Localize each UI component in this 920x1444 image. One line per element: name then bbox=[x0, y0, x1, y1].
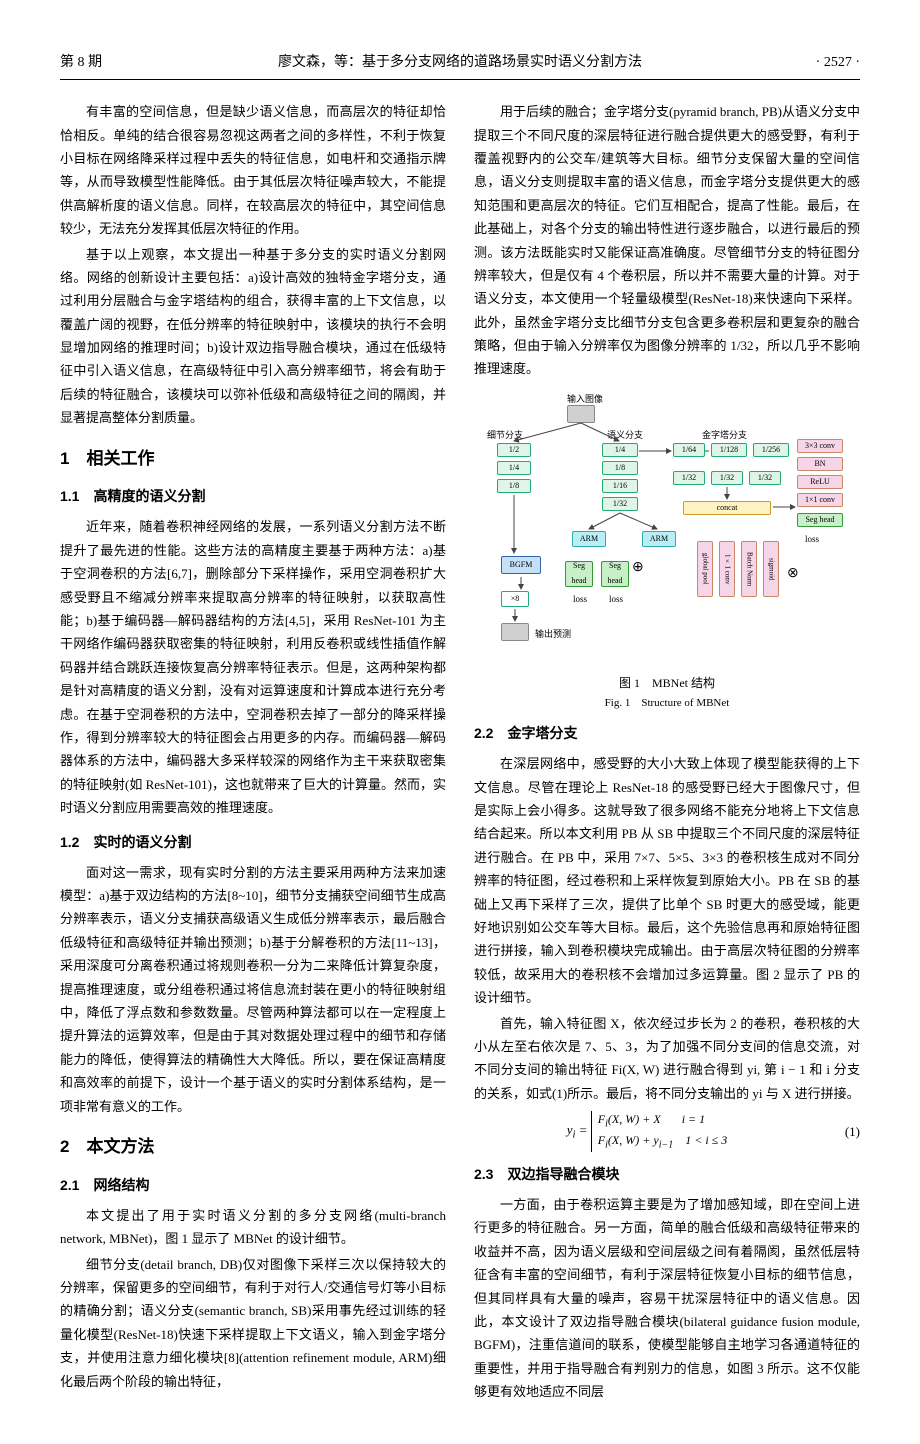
sec2-1-p2: 细节分支(detail branch, DB)仅对图像下采样三次以保持较大的分辨… bbox=[60, 1253, 446, 1393]
diagram-output-label: 输出预测 bbox=[535, 626, 571, 642]
pb-u1: 1/32 bbox=[711, 471, 743, 485]
input-image-icon bbox=[567, 405, 595, 423]
sec2-2-p2: 首先，输入特征图 X，依次经过步长为 2 的卷积，卷积核的大小从左至右依次是 7… bbox=[474, 1012, 860, 1106]
seghead-pb: Seg head bbox=[797, 513, 843, 527]
relu-box: ReLU bbox=[797, 475, 843, 489]
output-image-icon bbox=[501, 623, 529, 641]
sec1-1-title: 1.1 高精度的语义分割 bbox=[60, 484, 446, 509]
pyramid-branch-label: 金字塔分支 bbox=[702, 427, 747, 443]
header-issue: 第 8 期 bbox=[60, 50, 170, 75]
sec2-title: 2 本文方法 bbox=[60, 1132, 446, 1163]
conv33-box: 3×3 conv bbox=[797, 439, 843, 453]
equation-1: yi = Fi(X, W) + X i = 1 Fi(X, W) + yi−1 … bbox=[474, 1111, 860, 1152]
sb-s1: 1/8 bbox=[602, 461, 638, 475]
bnorm-box: Batch Norm bbox=[741, 541, 757, 597]
fig1-caption-en: Fig. 1 Structure of MBNet bbox=[474, 696, 860, 711]
sb-s0: 1/4 bbox=[602, 443, 638, 457]
pb-u0: 1/32 bbox=[673, 471, 705, 485]
db-s1: 1/4 bbox=[497, 461, 531, 475]
loss-3: loss bbox=[805, 531, 819, 547]
conv11-box: 1×1 conv bbox=[797, 493, 843, 507]
bgfm-box: BGFM bbox=[501, 556, 541, 574]
eq1-body: yi = Fi(X, W) + X i = 1 Fi(X, W) + yi−1 … bbox=[474, 1111, 820, 1152]
seghead-1: Seg head bbox=[565, 561, 593, 587]
pb-t2: 1/256 bbox=[753, 443, 789, 457]
col1-p2: 基于以上观察，本文提出一种基于多分支的实时语义分割网络。网络的创新设计主要包括：… bbox=[60, 243, 446, 430]
loss-1: loss bbox=[573, 591, 587, 607]
seghead-2: Seg head bbox=[601, 561, 629, 587]
mul-icon: ⊗ bbox=[787, 561, 799, 586]
detail-branch-label: 细节分支 bbox=[487, 427, 523, 443]
sec2-2-title: 2.2 金字塔分支 bbox=[474, 721, 860, 746]
pb-u2: 1/32 bbox=[749, 471, 781, 485]
concat-box: concat bbox=[683, 501, 771, 515]
db-s0: 1/2 bbox=[497, 443, 531, 457]
pb-t0: 1/64 bbox=[673, 443, 705, 457]
sec1-title: 1 相关工作 bbox=[60, 444, 446, 475]
sec1-2-p1: 面对这一需求，现有实时分割的方法主要采用两种方法来加速模型：a)基于双边结构的方… bbox=[60, 861, 446, 1118]
fig1-caption-cn: 图 1 MBNet 结构 bbox=[474, 675, 860, 692]
semantic-branch-label: 语义分支 bbox=[607, 427, 643, 443]
add-icon: ⊕ bbox=[632, 555, 644, 580]
sec1-1-p1: 近年来，随着卷积神经网络的发展，一系列语义分割方法不断提升了最先进的性能。这些方… bbox=[60, 515, 446, 819]
col2-p1: 用于后续的融合；金字塔分支(pyramid branch, PB)从语义分支中提… bbox=[474, 100, 860, 381]
sigm-box: sigmoid bbox=[763, 541, 779, 597]
arm-1: ARM bbox=[572, 531, 606, 547]
pb-t1: 1/128 bbox=[711, 443, 747, 457]
sec2-1-title: 2.1 网络结构 bbox=[60, 1173, 446, 1198]
sec1-2-title: 1.2 实时的语义分割 bbox=[60, 830, 446, 855]
sb-s2: 1/16 bbox=[602, 479, 638, 493]
figure-1: 输入图像 细节分支 语义分支 金字塔分支 1/2 1/4 1/8 1/4 1/8… bbox=[474, 391, 860, 711]
sec2-1-p1: 本文提出了用于实时语义分割的多分支网络(multi-branch network… bbox=[60, 1204, 446, 1251]
x8-box: ×8 bbox=[501, 591, 529, 607]
sec2-3-p1: 一方面，由于卷积运算主要是为了增加感知域，即在空间上进行更多的特征融合。另一方面… bbox=[474, 1193, 860, 1404]
eq1-num: (1) bbox=[820, 1120, 860, 1143]
header-page: · 2527 · bbox=[750, 50, 860, 75]
col1-p1: 有丰富的空间信息，但是缺少语义信息，而高层次的特征却恰恰相反。单纯的结合很容易忽… bbox=[60, 100, 446, 240]
page-header: 第 8 期 廖文森，等：基于多分支网络的道路场景实时语义分割方法 · 2527 … bbox=[60, 50, 860, 80]
db-s2: 1/8 bbox=[497, 479, 531, 493]
bn-box: BN bbox=[797, 457, 843, 471]
loss-2: loss bbox=[609, 591, 623, 607]
gpool-box: global pool bbox=[697, 541, 713, 597]
sec2-2-p1: 在深层网络中，感受野的大小大致上体现了模型能获得的上下文信息。尽管在理论上 Re… bbox=[474, 752, 860, 1009]
arm-2: ARM bbox=[642, 531, 676, 547]
l1n-box: 1×1 conv bbox=[719, 541, 735, 597]
body-columns: 有丰富的空间信息，但是缺少语义信息，而高层次的特征却恰恰相反。单纯的结合很容易忽… bbox=[60, 100, 860, 1403]
header-title: 廖文森，等：基于多分支网络的道路场景实时语义分割方法 bbox=[170, 50, 750, 75]
sec2-3-title: 2.3 双边指导融合模块 bbox=[474, 1162, 860, 1187]
sb-s3: 1/32 bbox=[602, 497, 638, 511]
mbnet-diagram: 输入图像 细节分支 语义分支 金字塔分支 1/2 1/4 1/8 1/4 1/8… bbox=[487, 391, 847, 671]
